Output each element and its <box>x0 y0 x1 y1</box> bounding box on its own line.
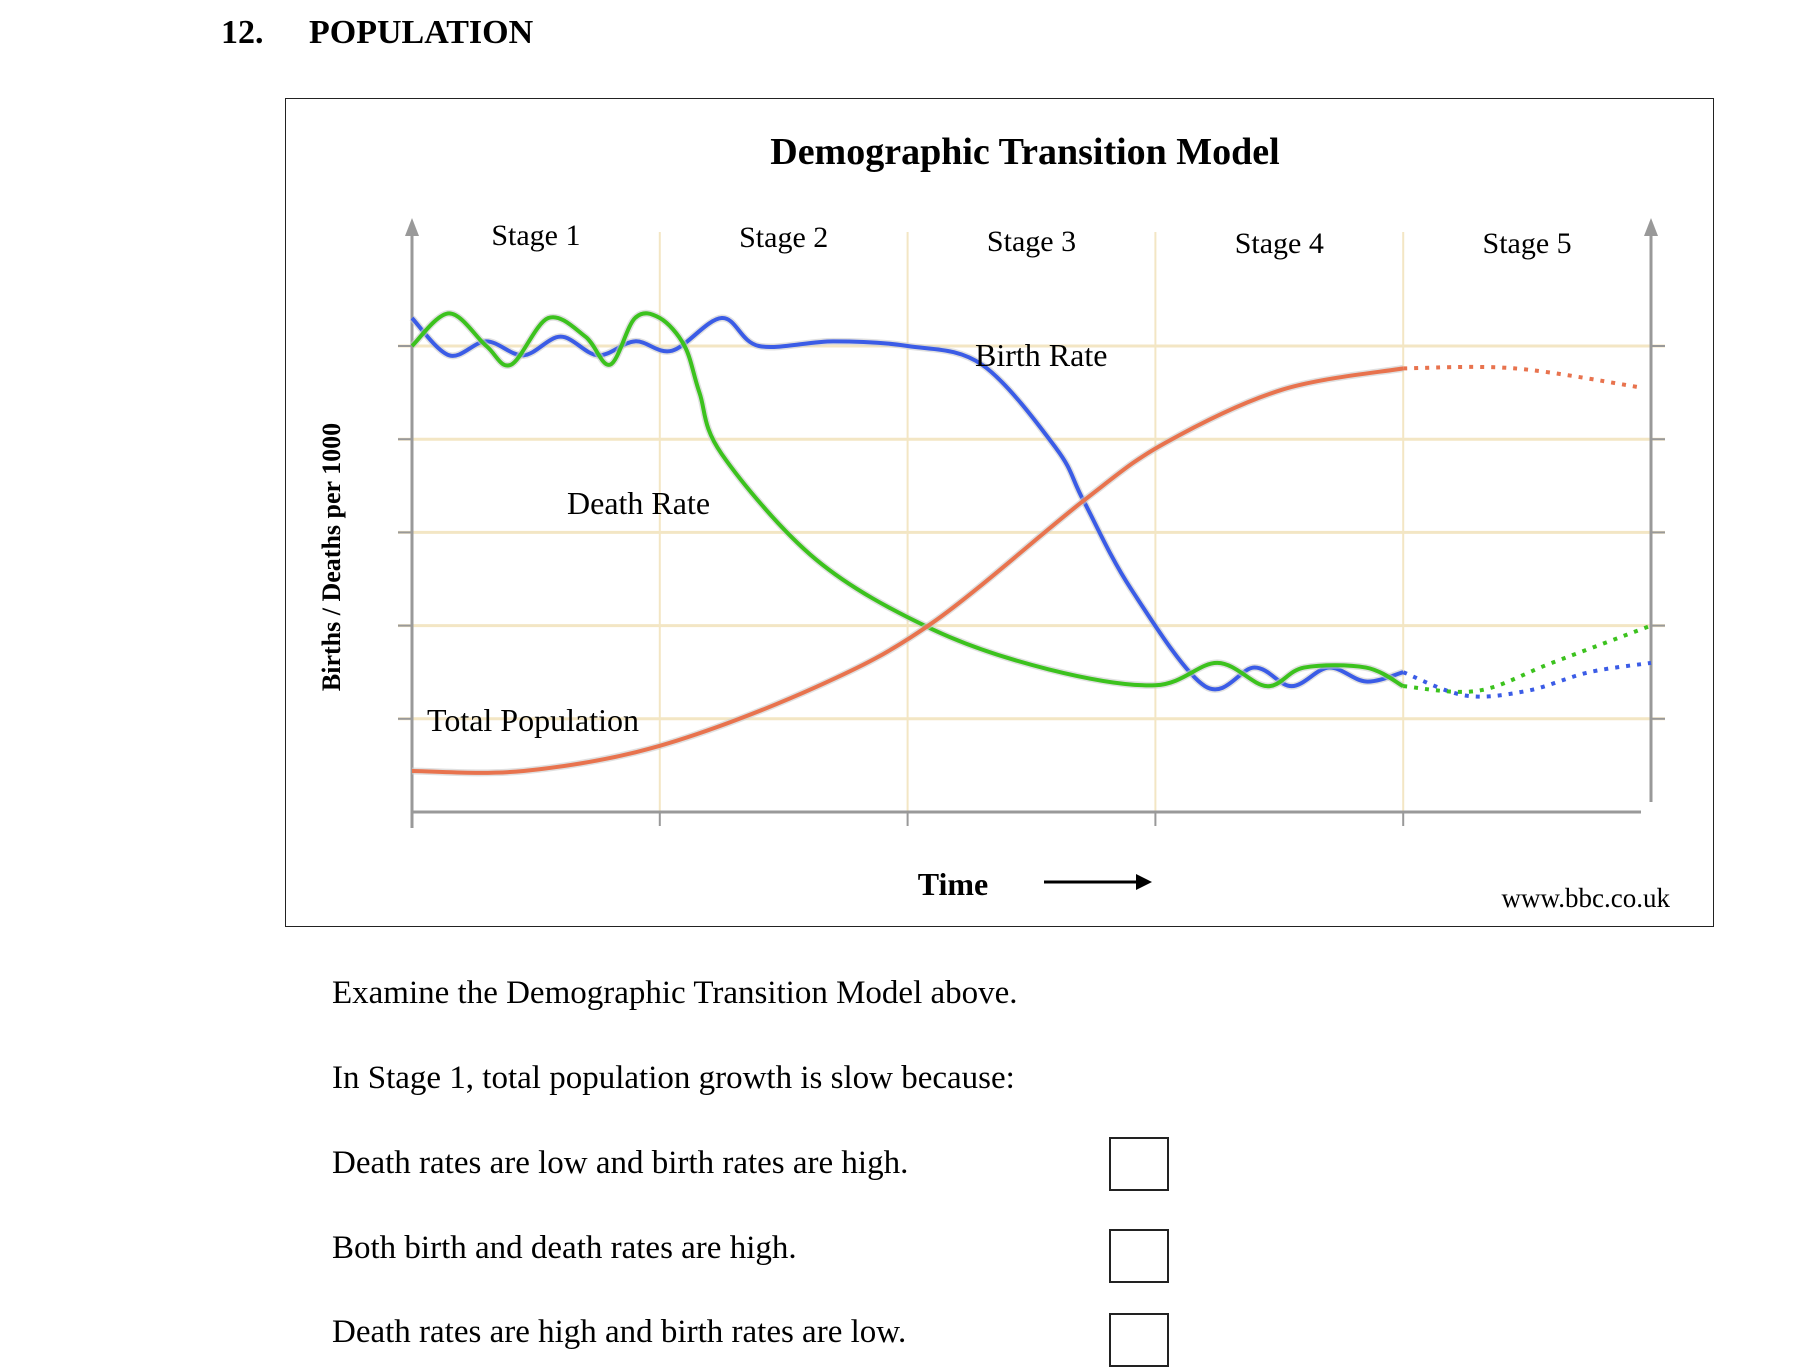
birth-rate-line-projected <box>1402 660 1652 699</box>
stage-label: Stage 4 <box>1235 227 1324 260</box>
option-checkbox-1[interactable] <box>1109 1137 1169 1191</box>
stage-label: Stage 2 <box>739 221 828 254</box>
stage-label: Stage 3 <box>987 225 1076 258</box>
death-rate-line <box>410 311 1405 689</box>
chart-frame <box>285 98 1714 927</box>
option-checkbox-3[interactable] <box>1109 1313 1169 1367</box>
label-birth-rate: Birth Rate <box>975 337 1107 373</box>
y-axis-right-arrow-icon <box>1644 218 1658 236</box>
question-title: POPULATION <box>309 14 534 51</box>
birth-rate-line <box>410 316 1404 692</box>
option-label-1: Death rates are low and birth rates are … <box>332 1145 909 1181</box>
option-label-2: Both birth and death rates are high. <box>332 1230 797 1266</box>
stage-label: Stage 1 <box>491 219 580 252</box>
death-rate-line-projected <box>1403 623 1652 694</box>
total-population-line-projected <box>1403 364 1644 390</box>
chart-title: Demographic Transition Model <box>770 131 1279 173</box>
y-axis-label: Births / Deaths per 1000 <box>317 423 346 691</box>
label-death-rate: Death Rate <box>567 485 710 521</box>
x-axis-label: Time <box>918 866 989 902</box>
total-population-line <box>411 366 1404 775</box>
question-stem: In Stage 1, total population growth is s… <box>332 1060 1015 1096</box>
label-total-population: Total Population <box>427 702 639 738</box>
option-checkbox-2[interactable] <box>1109 1229 1169 1283</box>
question-number: 12. <box>221 14 264 51</box>
y-axis-arrow-icon <box>405 218 419 236</box>
stage-label: Stage 5 <box>1483 227 1572 260</box>
option-label-3: Death rates are high and birth rates are… <box>332 1314 907 1350</box>
time-arrow-icon <box>1044 874 1152 890</box>
source-credit: www.bbc.co.uk <box>1502 883 1671 913</box>
prompt-text: Examine the Demographic Transition Model… <box>332 975 1018 1011</box>
